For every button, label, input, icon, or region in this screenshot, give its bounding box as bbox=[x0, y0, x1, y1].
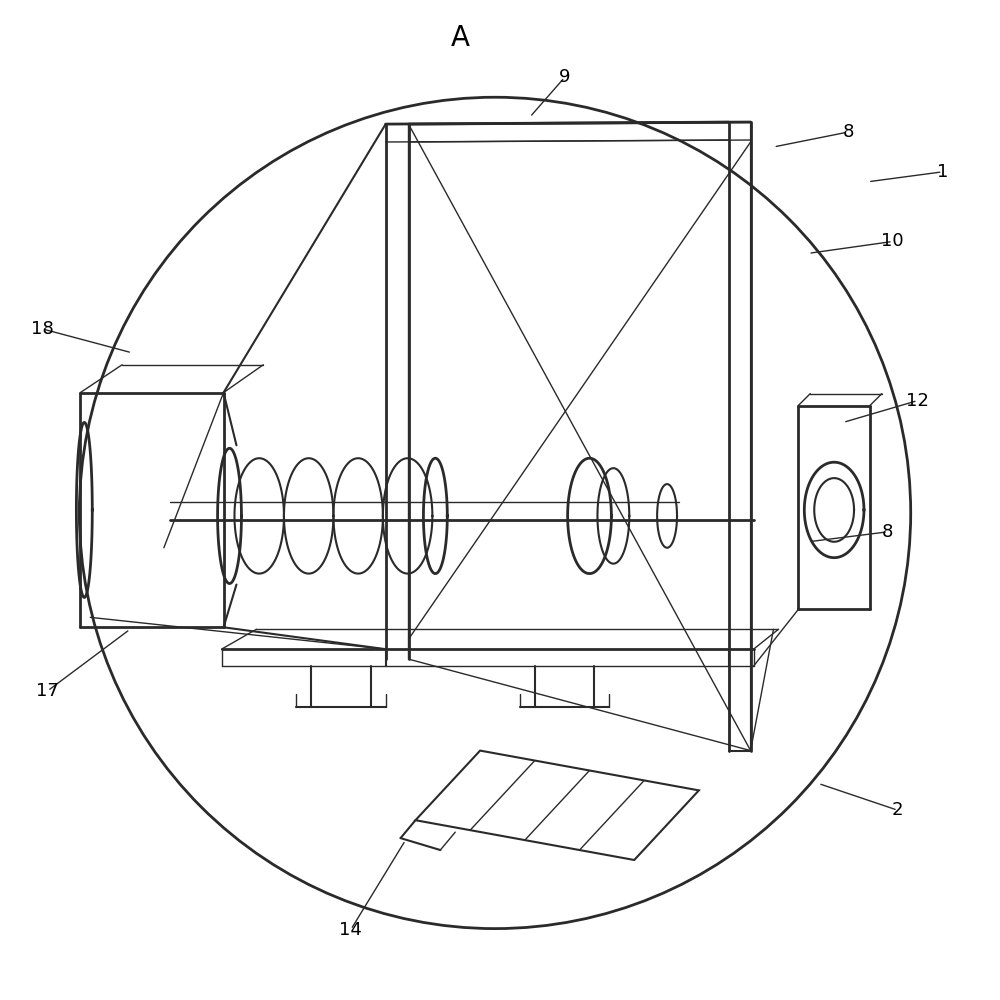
Text: 2: 2 bbox=[892, 801, 904, 819]
Text: 10: 10 bbox=[881, 232, 904, 250]
Text: 1: 1 bbox=[937, 163, 948, 181]
Text: 12: 12 bbox=[906, 392, 929, 410]
Text: 9: 9 bbox=[559, 68, 570, 86]
Text: 8: 8 bbox=[882, 523, 894, 541]
Text: 8: 8 bbox=[842, 123, 854, 141]
Text: 14: 14 bbox=[339, 921, 362, 939]
Text: 17: 17 bbox=[36, 682, 59, 700]
Text: A: A bbox=[451, 24, 470, 52]
Text: 18: 18 bbox=[31, 320, 54, 338]
